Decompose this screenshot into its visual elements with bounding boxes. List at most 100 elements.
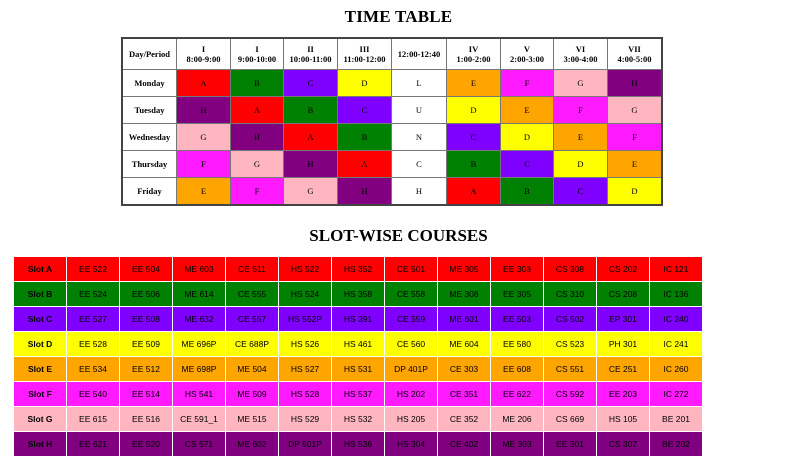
slot-name: Slot B <box>13 281 67 307</box>
course-cell: DP 501P <box>278 431 332 457</box>
course-cell: IC 121 <box>649 256 703 282</box>
course-cell: ME 308 <box>437 281 491 307</box>
course-cell: CE 558 <box>384 281 438 307</box>
slot-cell: G <box>176 123 231 151</box>
period-time: 4:00-5:00 <box>617 54 652 64</box>
course-cell: ME 696P <box>172 331 226 357</box>
period-number: VII <box>628 44 641 54</box>
slot-name: Slot F <box>13 381 67 407</box>
period-time: 11:00-12:00 <box>343 54 386 64</box>
slot-cell: C <box>553 177 608 206</box>
slot-cell: F <box>230 177 284 206</box>
slot-row: Slot A EE 522 EE 504 ME 603 CE 511 HS 522 HS 3… <box>13 256 703 282</box>
course-cell: HS 205 <box>384 406 438 432</box>
slot-row: Slot E EE 534 EE 512 ME 698P ME 504 HS 527 HS … <box>13 356 703 382</box>
slot-cell: F <box>553 96 608 124</box>
section-title: SLOT-WISE COURSES <box>309 226 488 245</box>
course-cell: CS 551 <box>543 356 597 382</box>
course-cell: CS 307 <box>596 431 650 457</box>
course-cell: EE 303 <box>490 256 544 282</box>
slot-cell: G <box>283 177 338 206</box>
slot-cell: H <box>230 123 284 151</box>
slot-cell: E <box>176 177 231 206</box>
slot-row: Slot F EE 540 EE 514 HS 541 ME 509 HS 528 HS 5… <box>13 381 703 407</box>
course-cell: IC 260 <box>649 356 703 382</box>
course-cell: CE 352 <box>437 406 491 432</box>
course-cell: EE 540 <box>66 381 120 407</box>
course-cell: PH 301 <box>596 331 650 357</box>
period-time: 3:00-4:00 <box>563 54 598 64</box>
period-time: 10:00-11:00 <box>289 54 332 64</box>
course-cell: EE 534 <box>66 356 120 382</box>
slot-cell: G <box>553 69 608 97</box>
corner-header: Day/Period <box>121 37 177 70</box>
course-cell: EE 608 <box>490 356 544 382</box>
slot-cell: C <box>500 150 554 178</box>
course-cell: EE 622 <box>490 381 544 407</box>
course-cell: ME 303 <box>490 431 544 457</box>
course-cell: EE 514 <box>119 381 173 407</box>
slot-cell: H <box>176 96 231 124</box>
period-time: 12:00-12:40 <box>397 49 441 59</box>
slot-cell: D <box>446 96 501 124</box>
course-cell: ME 632 <box>172 306 226 332</box>
course-cell: IC 240 <box>649 306 703 332</box>
slot-cell: C <box>337 96 392 124</box>
time-table-header-row: Day/Period I 8:00-9:00 I 9:00-10:00 II 10:0… <box>121 37 663 70</box>
course-cell: EE 203 <box>596 381 650 407</box>
course-cell: HS 532 <box>331 406 385 432</box>
page-title: TIME TABLE <box>344 7 453 26</box>
course-cell: ME 604 <box>437 331 491 357</box>
period-number: II <box>307 44 314 54</box>
course-cell: EE 580 <box>490 331 544 357</box>
slot-row: Slot B EE 524 EE 506 ME 614 CE 555 HS 524 HS 3… <box>13 281 703 307</box>
course-cell: HS 391 <box>331 306 385 332</box>
course-cell: ME 515 <box>225 406 279 432</box>
course-cell: CS 202 <box>596 256 650 282</box>
slot-cell: B <box>500 177 554 206</box>
slot-name: Slot H <box>13 431 67 457</box>
course-cell: CE 303 <box>437 356 491 382</box>
course-cell: HS 529 <box>278 406 332 432</box>
day-label: Wednesday <box>121 123 177 151</box>
slot-cell: C <box>283 69 338 97</box>
course-cell: EE 621 <box>66 431 120 457</box>
course-cell: CS 592 <box>543 381 597 407</box>
course-cell: HS 537 <box>331 381 385 407</box>
course-cell: HS 524 <box>278 281 332 307</box>
slot-cell: D <box>337 69 392 97</box>
course-cell: EE 520 <box>119 431 173 457</box>
course-cell: CS 502 <box>543 306 597 332</box>
slot-cell: E <box>553 123 608 151</box>
course-cell: EE 527 <box>66 306 120 332</box>
course-cell: CE 402 <box>437 431 491 457</box>
period-time: 2:00-3:00 <box>510 54 544 64</box>
course-cell: CE 251 <box>596 356 650 382</box>
slot-cell: F <box>176 150 231 178</box>
course-cell: HS 304 <box>384 431 438 457</box>
time-table-row: Thursday F G H A C B C D E <box>121 150 663 178</box>
slot-wise-courses-table: Slot A EE 522 EE 504 ME 603 CE 511 HS 522 HS 3… <box>13 256 703 457</box>
time-table-row: Friday E F G H H A B C D <box>121 177 663 206</box>
course-cell: CS 308 <box>543 256 597 282</box>
period-time: 9:00-10:00 <box>237 54 277 64</box>
time-table-row: Monday A B C D L E F G H <box>121 69 663 97</box>
period-number: I <box>255 44 259 54</box>
course-cell: HS 536 <box>331 431 385 457</box>
day-label: Friday <box>121 177 177 206</box>
slot-name: Slot D <box>13 331 67 357</box>
time-table-row: Wednesday G H A B N C D E F <box>121 123 663 151</box>
day-label: Thursday <box>121 150 177 178</box>
course-cell: CE 555 <box>225 281 279 307</box>
time-table: Day/Period I 8:00-9:00 I 9:00-10:00 II 10:0… <box>121 37 663 206</box>
slot-cell: B <box>337 123 392 151</box>
slot-cell: H <box>337 177 392 206</box>
course-cell: ME 509 <box>225 381 279 407</box>
course-cell: IC 241 <box>649 331 703 357</box>
course-cell: ME 601 <box>437 306 491 332</box>
course-cell: HS 352 <box>331 256 385 282</box>
course-cell: CE 557 <box>225 306 279 332</box>
course-cell: CS 208 <box>596 281 650 307</box>
course-cell: ME 603 <box>172 256 226 282</box>
course-cell: HS 526 <box>278 331 332 357</box>
